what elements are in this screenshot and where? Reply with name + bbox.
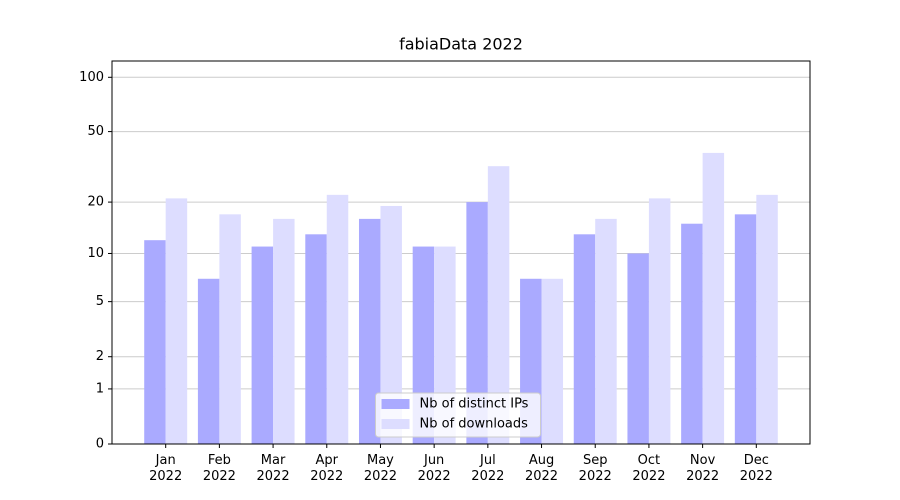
- bar: [595, 218, 617, 444]
- x-tick-label: May 2022: [363, 453, 397, 484]
- x-tick-label: Jan 2022: [149, 453, 183, 484]
- plot-frame: [111, 60, 811, 445]
- y-tick-label: 50: [87, 124, 104, 139]
- legend-swatch: [381, 399, 410, 409]
- bar: [702, 152, 725, 444]
- bar: [541, 278, 564, 444]
- x-tick-label: Oct 2022: [632, 453, 666, 484]
- x-tick-label: Jul 2022: [471, 453, 505, 484]
- bar: [197, 278, 220, 444]
- x-tick-label: Apr 2022: [310, 453, 344, 484]
- y-tick-label: 1: [96, 381, 104, 396]
- x-tick-label: Feb 2022: [202, 453, 236, 484]
- bar: [358, 218, 381, 444]
- bar: [681, 223, 703, 444]
- x-tick-label: Jun 2022: [417, 453, 451, 484]
- bar: [305, 234, 327, 444]
- legend: Nb of distinct IPs Nb of downloads: [375, 392, 541, 438]
- bar: [326, 194, 349, 444]
- x-tick-label: Sep 2022: [578, 453, 612, 484]
- bar: [648, 198, 671, 444]
- bar: [573, 234, 596, 444]
- y-tick-label: 20: [87, 195, 104, 210]
- bar: [165, 198, 188, 444]
- legend-box: [375, 392, 541, 438]
- x-tick-label: Aug 2022: [524, 453, 559, 484]
- legend-label: Nb of distinct IPs: [420, 397, 529, 412]
- y-tick-label: 5: [96, 294, 104, 309]
- x-tick-label: Mar 2022: [256, 453, 290, 484]
- bar: [466, 202, 488, 444]
- chart-title: fabiaData 2022: [399, 35, 523, 54]
- bar: [487, 166, 510, 444]
- bar: [273, 218, 295, 444]
- bar: [380, 205, 402, 444]
- legend-label: Nb of downloads: [420, 417, 529, 432]
- y-tick-label: 100: [79, 70, 104, 85]
- bar: [756, 194, 778, 444]
- y-tick-label: 2: [96, 349, 104, 364]
- bar: [219, 214, 241, 444]
- bar: [251, 246, 274, 444]
- bar: [627, 253, 649, 444]
- legend-swatch: [381, 419, 410, 429]
- y-tick-label: 0: [96, 437, 104, 452]
- x-tick-label: Dec 2022: [739, 453, 773, 484]
- bar: [734, 214, 757, 444]
- y-tick-label: 10: [87, 246, 104, 261]
- x-tick-label: Nov 2022: [686, 453, 720, 484]
- bar: [144, 240, 166, 444]
